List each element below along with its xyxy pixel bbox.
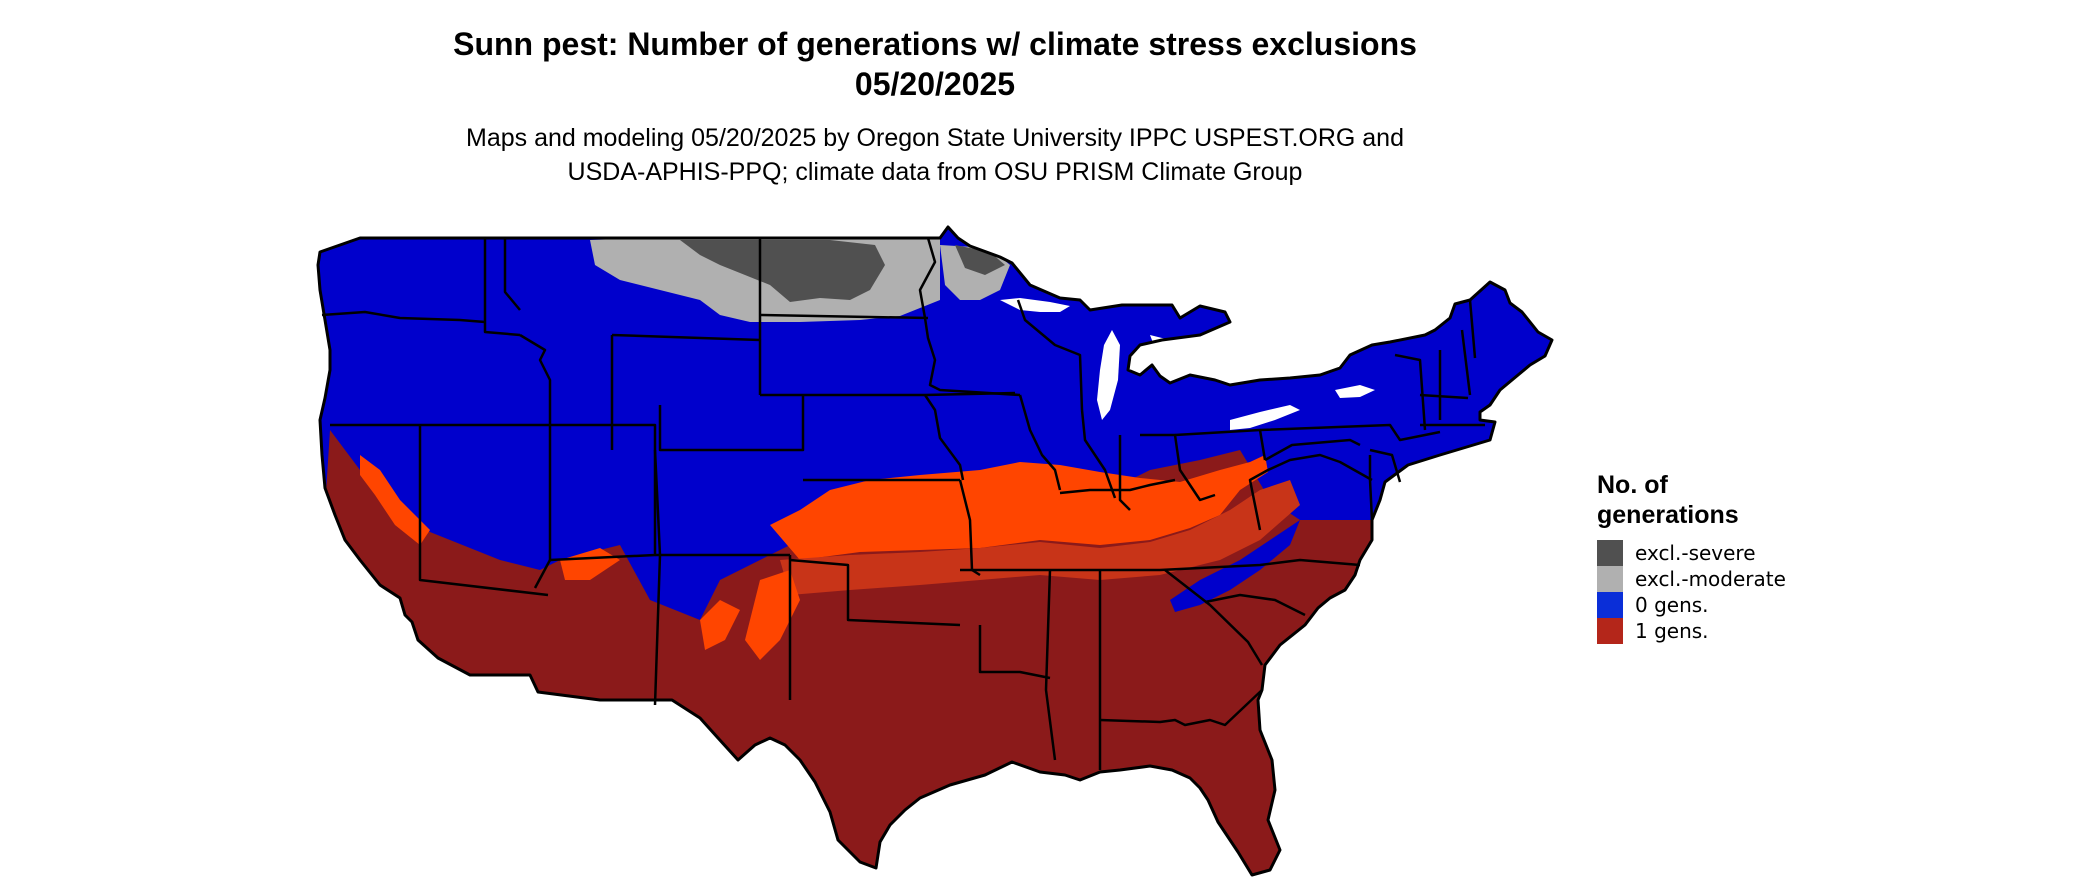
legend-item: excl.-severe (1597, 540, 1797, 566)
legend-label: 1 gens. (1635, 619, 1709, 643)
legend-title: No. of generations (1597, 471, 1739, 529)
legend-item: excl.-moderate (1597, 566, 1797, 592)
map-date: 05/20/2025 (854, 66, 1016, 102)
legend-swatch (1597, 566, 1623, 592)
map-title: Sunn pest: Number of generations w/ clim… (453, 26, 1417, 62)
legend-items: excl.-severe excl.-moderate 0 gens. 1 gens. (1597, 540, 1797, 644)
map-subtitle-line1: Maps and modeling 05/20/2025 by Oregon S… (466, 124, 1404, 152)
legend-item: 0 gens. (1597, 592, 1797, 618)
legend-swatch (1597, 540, 1623, 566)
map-subtitle-line2: USDA-APHIS-PPQ; climate data from OSU PR… (567, 158, 1303, 186)
legend-label: excl.-severe (1635, 541, 1756, 565)
legend-label: 0 gens. (1635, 593, 1709, 617)
legend-label: excl.-moderate (1635, 567, 1786, 591)
map-legend: No. of generations excl.-severe excl.-mod… (1597, 470, 1797, 644)
us-generations-map (316, 225, 1554, 877)
legend-item: 1 gens. (1597, 618, 1797, 644)
legend-swatch (1597, 618, 1623, 644)
legend-swatch (1597, 592, 1623, 618)
